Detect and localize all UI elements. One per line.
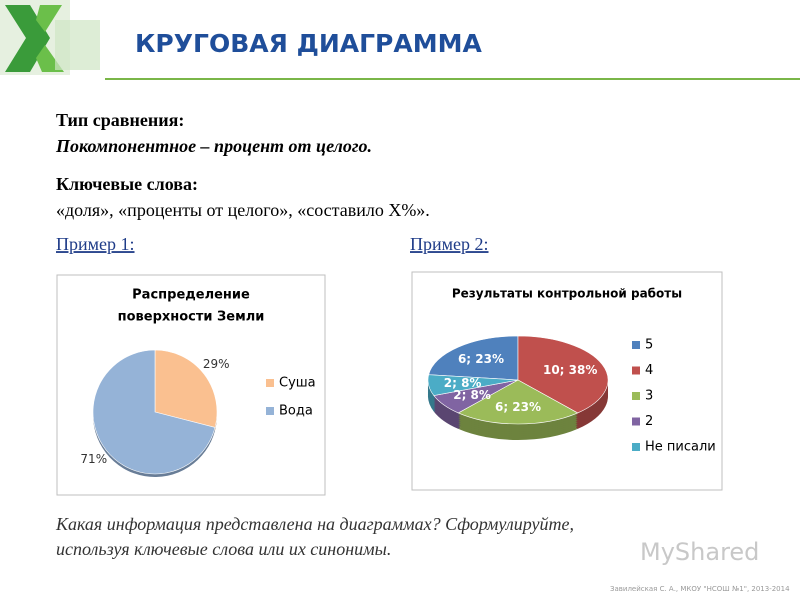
- slice: [427, 374, 519, 396]
- slice: [457, 379, 579, 425]
- label: Тип сравнения:: [56, 110, 184, 130]
- slice: [154, 349, 218, 428]
- value-label: 10; 38%: [543, 363, 597, 377]
- value-label: 6; 23%: [458, 352, 504, 366]
- legend-swatch: [266, 407, 274, 415]
- legend-label: 3: [645, 389, 653, 404]
- legend-swatch: [632, 341, 640, 349]
- logo: [0, 0, 100, 75]
- legend-swatch: [632, 392, 640, 400]
- legend-swatch: [632, 366, 640, 375]
- value-label: 6; 23%: [495, 400, 541, 414]
- example-label: Пример 2:: [410, 234, 489, 254]
- legend-label: Не писали: [645, 440, 716, 455]
- text: Покомпонентное – процент от целого.: [55, 136, 372, 156]
- slice: [428, 335, 519, 381]
- legend-swatch: [266, 379, 274, 387]
- legend-label: 4: [645, 363, 653, 378]
- legend-swatch: [632, 417, 640, 426]
- slide-title: КРУГОВАЯ ДИАГРАММА: [135, 29, 482, 58]
- footer: Завилейская С. А., МКОУ "НСОШ №1", 2013-…: [610, 585, 790, 593]
- chart-title: Распределение: [132, 288, 250, 303]
- slice: [92, 349, 216, 475]
- example-label: Пример 1:: [56, 234, 135, 254]
- value-label: 2; 8%: [444, 376, 482, 390]
- legend-label: 5: [645, 338, 653, 353]
- watermark: MyShared: [640, 538, 759, 566]
- question: используя ключевые слова или их синонимы…: [56, 539, 391, 559]
- legend-label: 2: [645, 414, 653, 429]
- legend-label: Суша: [279, 376, 316, 391]
- text: «доля», «проценты от целого», «составило…: [56, 200, 430, 220]
- chart-title: поверхности Земли: [118, 310, 265, 325]
- value-label: 2; 8%: [453, 388, 491, 402]
- legend-swatch: [632, 443, 640, 451]
- label: Ключевые слова:: [56, 174, 198, 194]
- question: Какая информация представлена на диаграм…: [55, 514, 574, 534]
- slice: [517, 335, 609, 414]
- legend-label: Вода: [279, 404, 313, 419]
- value-label: 71%: [80, 452, 107, 466]
- chart-title: Результаты контрольной работы: [452, 287, 682, 301]
- value-label: 29%: [203, 357, 230, 371]
